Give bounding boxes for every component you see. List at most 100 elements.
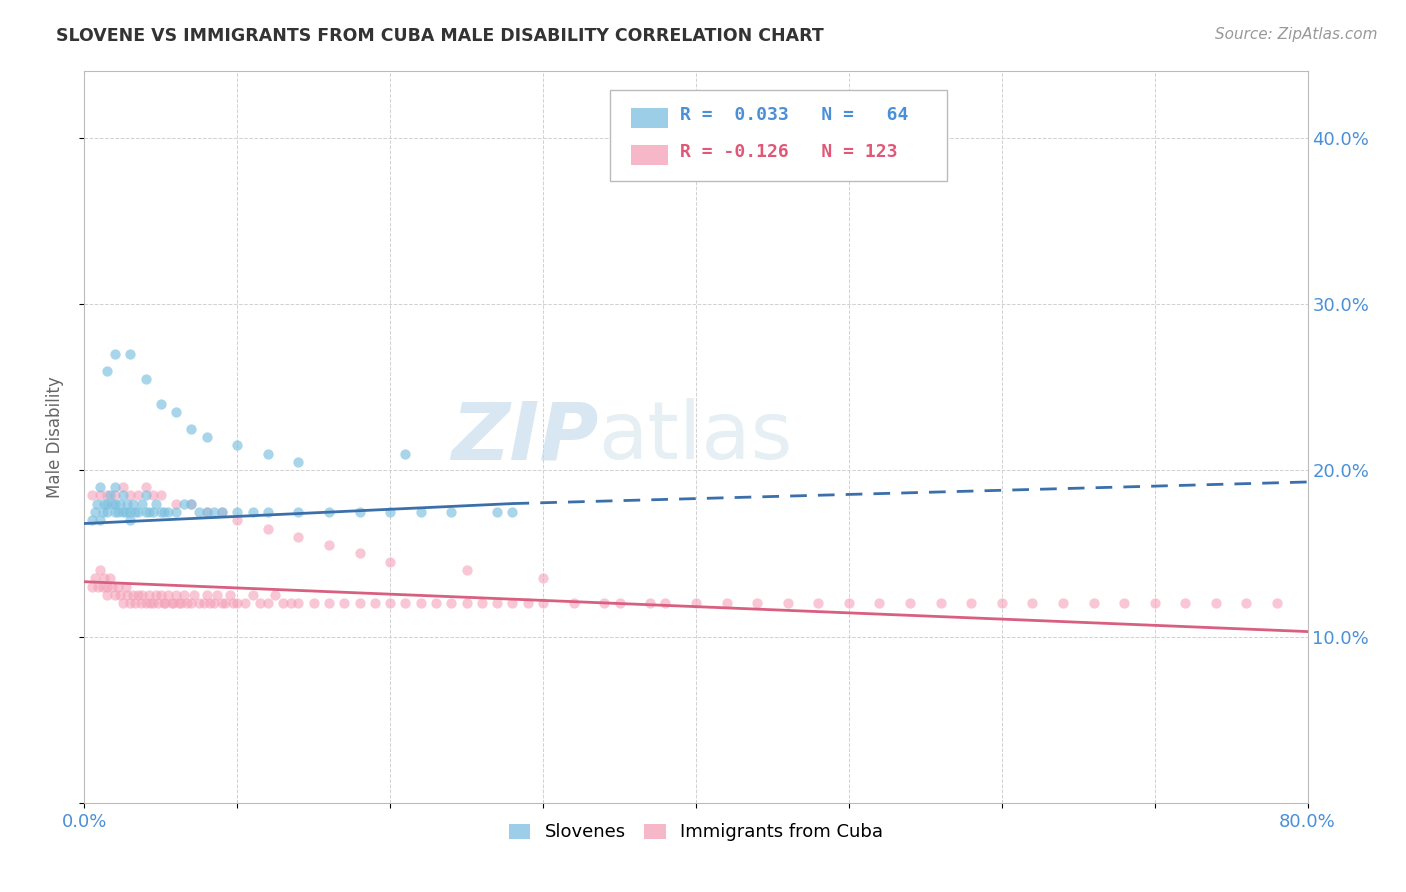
- Point: [226, 505, 249, 519]
- Point: [96, 588, 118, 602]
- Point: [807, 596, 830, 610]
- Point: [242, 505, 264, 519]
- Point: [93, 497, 115, 511]
- Point: [80, 580, 103, 594]
- Point: [287, 530, 309, 544]
- Text: atlas: atlas: [598, 398, 793, 476]
- Point: [142, 596, 165, 610]
- Point: [1236, 596, 1258, 610]
- Point: [120, 505, 142, 519]
- Point: [165, 497, 187, 511]
- Point: [516, 596, 538, 610]
- Point: [264, 588, 287, 602]
- Point: [349, 505, 371, 519]
- Point: [1114, 596, 1136, 610]
- Point: [89, 480, 111, 494]
- Point: [104, 488, 127, 502]
- Point: [155, 596, 177, 610]
- Point: [145, 497, 167, 511]
- Point: [202, 505, 225, 519]
- Point: [87, 580, 110, 594]
- Point: [221, 596, 243, 610]
- FancyBboxPatch shape: [610, 90, 946, 181]
- Point: [211, 505, 233, 519]
- Point: [716, 596, 738, 610]
- Bar: [631, 145, 668, 165]
- Point: [380, 505, 402, 519]
- Point: [180, 497, 202, 511]
- Point: [456, 596, 478, 610]
- Point: [685, 596, 707, 610]
- Point: [233, 596, 256, 610]
- Bar: [631, 108, 668, 128]
- Point: [1083, 596, 1105, 610]
- Point: [218, 588, 240, 602]
- Point: [380, 596, 402, 610]
- Point: [160, 596, 183, 610]
- Point: [115, 588, 138, 602]
- Point: [101, 580, 124, 594]
- Point: [898, 596, 921, 610]
- Point: [104, 347, 127, 361]
- Point: [1265, 596, 1288, 610]
- Point: [609, 596, 631, 610]
- Point: [165, 588, 187, 602]
- Point: [80, 488, 103, 502]
- Point: [226, 596, 249, 610]
- Point: [287, 596, 309, 610]
- Point: [108, 497, 131, 511]
- Point: [96, 488, 118, 502]
- Point: [127, 588, 149, 602]
- Point: [107, 580, 129, 594]
- Point: [440, 596, 463, 610]
- Point: [120, 596, 142, 610]
- Point: [124, 505, 146, 519]
- Point: [84, 505, 107, 519]
- Point: [486, 596, 509, 610]
- Point: [165, 505, 187, 519]
- Point: [531, 571, 554, 585]
- Point: [142, 488, 165, 502]
- Point: [333, 596, 356, 610]
- Point: [131, 497, 153, 511]
- Point: [198, 596, 221, 610]
- Point: [318, 596, 340, 610]
- Point: [226, 513, 249, 527]
- Point: [127, 488, 149, 502]
- Point: [202, 596, 225, 610]
- Point: [960, 596, 983, 610]
- Point: [211, 596, 233, 610]
- Point: [1143, 596, 1166, 610]
- Point: [562, 596, 585, 610]
- Point: [409, 596, 432, 610]
- Point: [257, 505, 280, 519]
- Point: [364, 596, 387, 610]
- Y-axis label: Male Disability: Male Disability: [45, 376, 63, 498]
- Point: [135, 488, 157, 502]
- Point: [173, 497, 195, 511]
- Point: [127, 505, 149, 519]
- Point: [80, 513, 103, 527]
- Text: R =  0.033   N =   64: R = 0.033 N = 64: [681, 106, 908, 124]
- Point: [96, 497, 118, 511]
- Point: [318, 505, 340, 519]
- Point: [111, 480, 134, 494]
- Point: [747, 596, 769, 610]
- Point: [869, 596, 891, 610]
- Point: [257, 521, 280, 535]
- Point: [93, 571, 115, 585]
- Point: [111, 596, 134, 610]
- Point: [1021, 596, 1043, 610]
- Point: [145, 588, 167, 602]
- Point: [302, 596, 325, 610]
- Point: [84, 571, 107, 585]
- Point: [195, 505, 218, 519]
- Point: [135, 372, 157, 386]
- Point: [104, 497, 127, 511]
- Point: [486, 505, 509, 519]
- Point: [349, 546, 371, 560]
- Point: [195, 430, 218, 444]
- Point: [1174, 596, 1197, 610]
- Point: [120, 347, 142, 361]
- Point: [124, 596, 146, 610]
